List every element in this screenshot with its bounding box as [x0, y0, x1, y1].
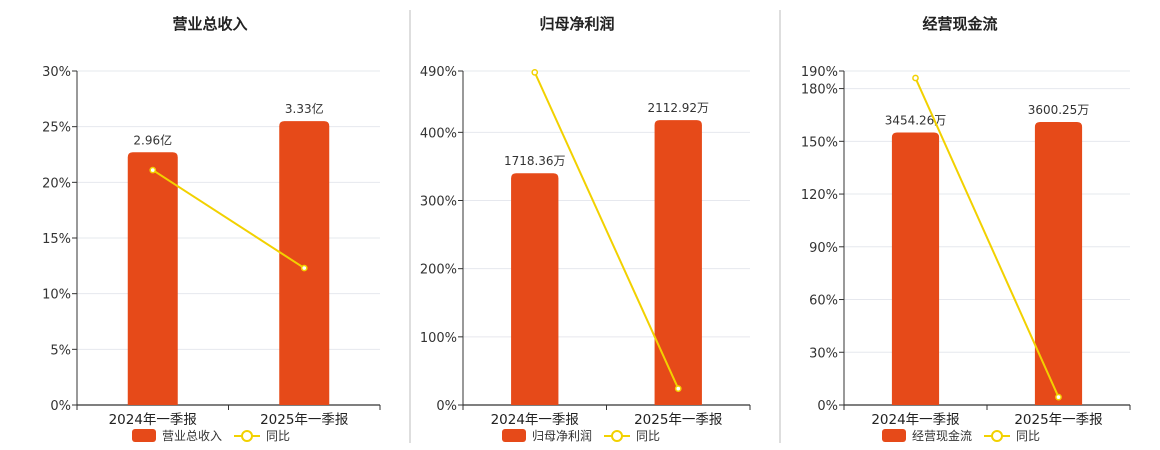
y-tick-label: 150%	[801, 135, 838, 150]
y-tick-label: 15%	[42, 232, 71, 247]
legend-swatch-marker	[241, 430, 253, 442]
y-tick-label: 100%	[420, 331, 457, 346]
legend-swatch-bar	[502, 429, 526, 442]
bar-data-label: 3.33亿	[285, 101, 324, 116]
x-tick-label: 2024年一季报	[871, 412, 959, 428]
legend-label: 同比	[266, 429, 290, 443]
legend: 归母净利润 同比	[502, 429, 660, 443]
y-tick-label: 20%	[42, 176, 71, 191]
yoy-point	[149, 166, 157, 174]
bar-data-label: 3600.25万	[1028, 103, 1090, 117]
x-tick-label: 2025年一季报	[260, 412, 348, 428]
yoy-line	[533, 71, 680, 390]
legend-label: 同比	[636, 429, 660, 443]
bar	[654, 120, 702, 406]
yoy-point	[1055, 393, 1062, 401]
bar	[1034, 121, 1083, 406]
bar-data-label: 1718.36万	[504, 154, 566, 168]
chart-title: 经营现金流	[922, 15, 997, 33]
x-tick-label: 2025年一季报	[1014, 412, 1102, 428]
chart-title: 归母净利润	[539, 15, 614, 33]
x-tick-label: 2024年一季报	[109, 412, 197, 428]
legend-label: 归母净利润	[532, 429, 592, 443]
bar	[511, 173, 559, 405]
yoy-point	[531, 69, 539, 76]
chart-title: 营业总收入	[172, 15, 247, 33]
x-tick-label: 2025年一季报	[634, 412, 722, 428]
y-tick-label: 490%	[420, 65, 457, 80]
legend-label: 经营现金流	[912, 428, 972, 443]
y-tick-label: 200%	[420, 263, 457, 278]
yoy-point	[912, 74, 919, 82]
y-tick-label: 5%	[50, 343, 71, 358]
chart-1: 营业总收入 0% 5% 10% 15% 20% 25% 30% 2.96亿 3.33亿 2024年一…	[42, 15, 381, 443]
y-tick-label: 30%	[809, 346, 838, 361]
chart-2: 归母净利润 0% 100% 200% 300% 400% 490% 1718.36万 2112.…	[420, 15, 751, 443]
yoy-point	[674, 385, 682, 392]
y-tick-label: 10%	[42, 288, 71, 303]
legend: 营业总收入 同比	[132, 429, 290, 443]
y-tick-label: 90%	[809, 241, 838, 256]
y-tick-label: 0%	[817, 399, 838, 414]
bar	[279, 121, 330, 405]
bar	[891, 132, 940, 406]
y-tick-label: 25%	[42, 121, 71, 136]
x-tick-label: 2024年一季报	[491, 412, 579, 428]
y-tick-label: 300%	[420, 195, 457, 210]
y-tick-label: 60%	[809, 294, 838, 309]
bar-data-label: 2112.92万	[647, 101, 709, 115]
legend-swatch-marker	[611, 430, 623, 442]
yoy-point	[300, 264, 308, 272]
bar	[127, 152, 178, 405]
y-tick-label: 0%	[436, 399, 457, 414]
y-tick-label: 400%	[420, 126, 457, 141]
y-tick-label: 180%	[801, 83, 838, 98]
legend-swatch-marker	[991, 430, 1003, 442]
yoy-line	[152, 169, 305, 269]
legend-swatch-bar	[132, 429, 156, 442]
yoy-line	[914, 77, 1060, 398]
legend-swatch-bar	[882, 429, 906, 442]
legend-label: 营业总收入	[162, 429, 222, 443]
legend-label: 同比	[1016, 429, 1040, 443]
bar-data-label: 2.96亿	[133, 132, 172, 147]
y-tick-label: 30%	[42, 65, 71, 80]
bar-data-label: 3454.26万	[885, 114, 947, 128]
y-tick-label: 0%	[50, 399, 71, 414]
chart-3: 经营现金流 0% 30% 60% 90% 120% 150% 180% 190% 3454.26万…	[801, 15, 1131, 443]
y-tick-label: 120%	[801, 188, 838, 203]
legend: 经营现金流 同比	[882, 428, 1040, 443]
y-tick-label: 190%	[801, 65, 838, 80]
